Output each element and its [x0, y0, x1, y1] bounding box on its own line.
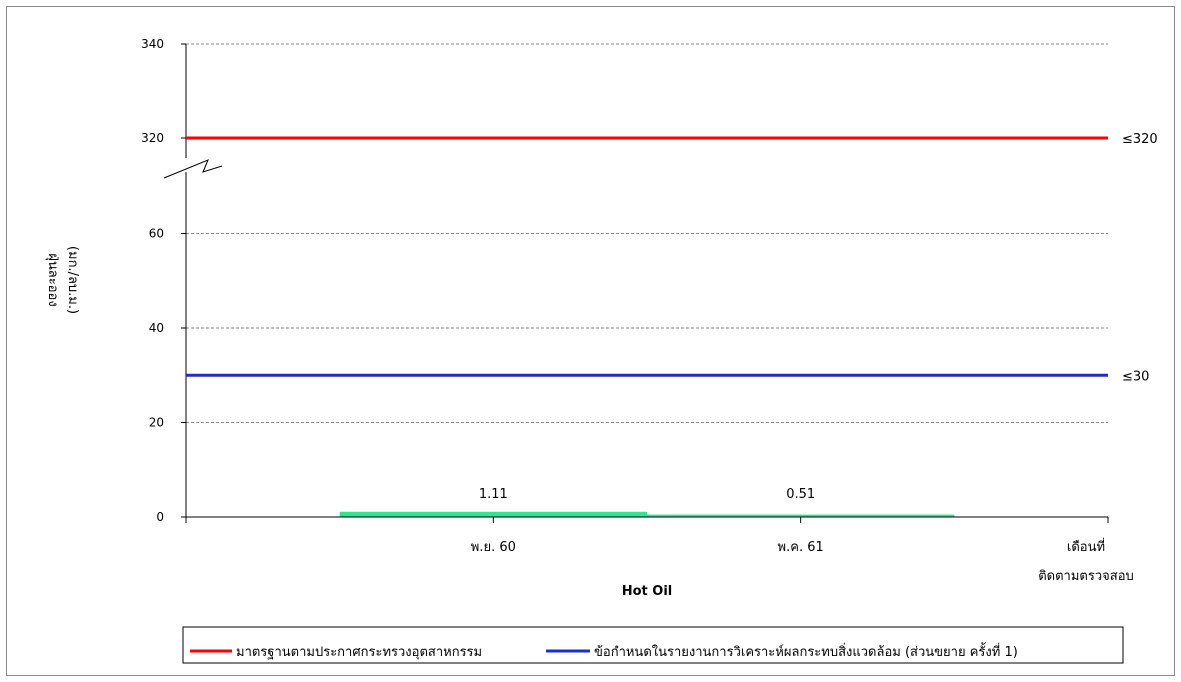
- x-axis-end-label-line1: เดือนที่: [1067, 538, 1105, 555]
- bars: 1.11 0.51: [339, 487, 955, 517]
- legend: มาตรฐานตามประกาศกระทรวงอุตสาหกรรม ข้อกำห…: [182, 626, 1124, 664]
- legend-label-standard: มาตรฐานตามประกาศกระทรวงอุตสาหกรรม: [236, 645, 482, 660]
- legend-label-eia: ข้อกำหนดในรายงานการวิเคราะห์ผลกระทบสิ่งแ…: [594, 642, 1018, 660]
- reference-line-label: ≤320: [1122, 132, 1158, 147]
- reference-lines: ≤320 ≤30: [186, 132, 1158, 384]
- x-axis-end-label-line2: ติดตามตรวจสอบ: [1038, 569, 1134, 584]
- y-axis-title-line2: (มก./ลบ.ม.): [65, 246, 80, 314]
- y-axis-title-line1: ฝุ่นละออง: [45, 253, 60, 306]
- x-tick-label: พ.ค. 61: [778, 540, 824, 555]
- axis-break-symbol: [163, 159, 223, 179]
- chart-frame: [6, 6, 1175, 676]
- y-tick-label: 0: [156, 510, 164, 524]
- axis-break-gap: [182, 158, 190, 172]
- legend-box: [182, 626, 1124, 664]
- x-axis: พ.ย. 60 พ.ค. 61: [185, 516, 1109, 555]
- x-tick-label: พ.ย. 60: [471, 540, 516, 555]
- y-axis: 0 20 40 60 320 340: [141, 37, 223, 524]
- y-tick-label: 40: [149, 321, 164, 335]
- bar: [647, 514, 955, 517]
- bar: [339, 511, 647, 517]
- bar-value-label: 1.11: [479, 487, 508, 502]
- y-tick-label: 20: [149, 416, 164, 430]
- bar-value-label: 0.51: [786, 487, 815, 502]
- x-axis-title: Hot Oil: [622, 584, 673, 599]
- y-tick-label: 320: [141, 131, 164, 145]
- reference-line-label: ≤30: [1122, 369, 1149, 384]
- y-tick-label: 60: [149, 227, 164, 241]
- y-tick-label: 340: [141, 37, 164, 51]
- gridlines: [186, 43, 1108, 423]
